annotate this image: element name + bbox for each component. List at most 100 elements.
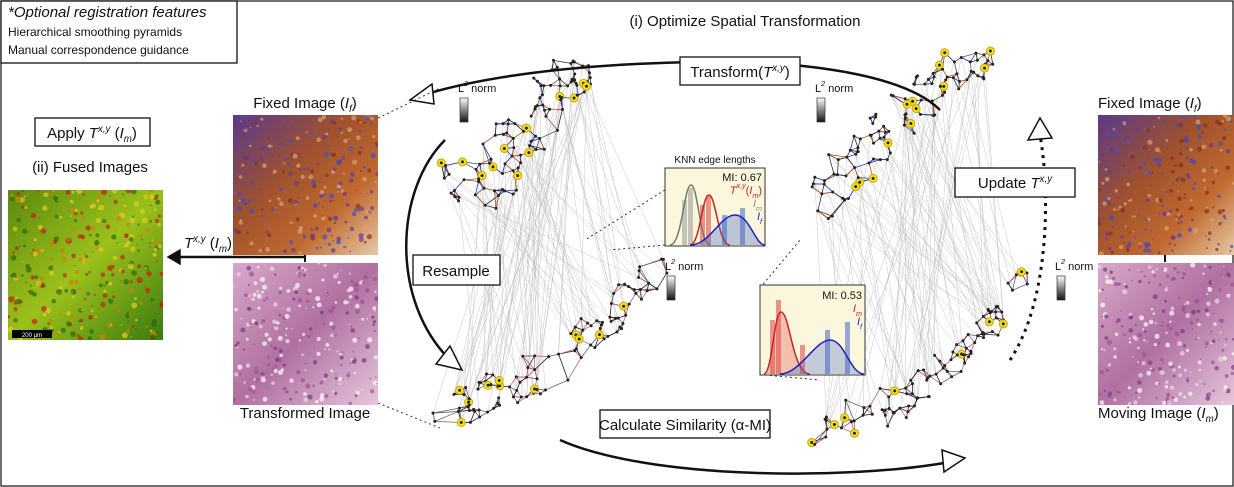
speck xyxy=(248,138,250,140)
speck xyxy=(1173,267,1176,270)
speck xyxy=(285,334,287,336)
speck xyxy=(355,304,359,308)
speck xyxy=(243,349,245,351)
speck xyxy=(137,277,143,283)
speck xyxy=(85,255,88,258)
node xyxy=(967,333,970,336)
speck xyxy=(1171,306,1175,310)
node xyxy=(627,285,630,288)
edge xyxy=(502,164,505,174)
speck xyxy=(370,389,374,393)
speck xyxy=(232,132,235,135)
cross-edge xyxy=(460,60,554,390)
node xyxy=(593,346,596,349)
speck xyxy=(371,225,375,229)
node xyxy=(845,156,848,159)
node xyxy=(633,288,636,291)
speck xyxy=(1186,147,1188,149)
speck xyxy=(24,195,26,197)
speck xyxy=(1180,351,1185,356)
node xyxy=(933,113,936,116)
speck xyxy=(1152,238,1153,239)
node xyxy=(869,117,872,120)
speck xyxy=(310,233,315,238)
speck xyxy=(75,209,79,213)
speck xyxy=(327,227,332,232)
speck xyxy=(305,363,306,364)
speck xyxy=(234,344,237,347)
node xyxy=(610,320,613,323)
speck xyxy=(144,267,147,270)
moving-label-part: Moving Image xyxy=(1098,405,1196,422)
speck xyxy=(100,334,106,340)
cross-edge xyxy=(449,174,620,327)
speck xyxy=(308,175,313,180)
speck xyxy=(1216,233,1219,236)
speck xyxy=(88,315,93,320)
speck xyxy=(295,391,298,394)
node xyxy=(443,177,446,180)
cross-edge xyxy=(928,78,953,397)
speck xyxy=(1168,361,1173,366)
speck xyxy=(281,142,285,146)
speck xyxy=(74,219,77,222)
speck xyxy=(94,294,96,296)
speck xyxy=(1202,178,1206,182)
node xyxy=(533,354,536,357)
speck xyxy=(132,325,135,328)
speck xyxy=(1224,224,1228,228)
speck xyxy=(124,243,129,248)
node xyxy=(560,96,563,99)
speck xyxy=(239,373,241,375)
node xyxy=(994,310,997,313)
speck xyxy=(277,197,280,200)
speck xyxy=(86,225,91,230)
speck xyxy=(1206,312,1210,316)
speck xyxy=(313,360,318,365)
speck xyxy=(1129,338,1131,340)
node xyxy=(448,173,451,176)
speck xyxy=(1179,163,1184,168)
speck xyxy=(358,151,362,155)
speck xyxy=(250,127,251,128)
speck xyxy=(1100,302,1105,307)
node xyxy=(469,421,472,424)
speck xyxy=(242,113,246,117)
speck xyxy=(244,293,248,297)
speck xyxy=(130,247,135,252)
node xyxy=(850,420,853,423)
speck xyxy=(160,272,164,276)
speck xyxy=(1104,336,1108,340)
speck xyxy=(290,221,293,224)
speck xyxy=(108,282,112,286)
node xyxy=(853,432,856,435)
speck xyxy=(303,392,307,396)
speck xyxy=(130,336,132,338)
node xyxy=(503,162,506,165)
mi-panel: MI: 0.53 xyxy=(760,285,865,375)
speck xyxy=(1225,374,1229,378)
speck xyxy=(250,209,255,214)
node xyxy=(458,389,461,392)
speck xyxy=(1163,362,1165,364)
node xyxy=(534,135,537,138)
speck xyxy=(272,207,274,209)
speck xyxy=(236,347,238,349)
speck xyxy=(1159,383,1161,385)
speck xyxy=(1113,161,1114,162)
speck xyxy=(304,369,306,371)
speck xyxy=(304,131,305,132)
speck xyxy=(70,215,72,217)
node xyxy=(820,192,823,195)
speck xyxy=(1180,148,1182,150)
speck xyxy=(1215,299,1220,304)
speck xyxy=(308,352,310,354)
speck xyxy=(1174,164,1177,167)
speck xyxy=(1128,328,1133,333)
speck xyxy=(267,137,270,140)
speck xyxy=(341,156,345,160)
speck xyxy=(236,206,241,211)
speck xyxy=(362,177,367,182)
speck xyxy=(1098,265,1102,269)
speck xyxy=(1212,282,1214,284)
